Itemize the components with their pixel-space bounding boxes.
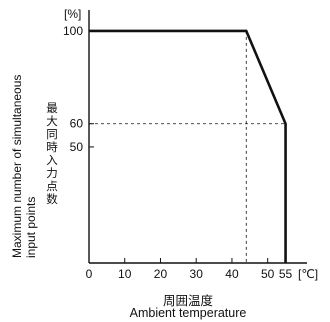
x-tick-label: 10 bbox=[118, 267, 132, 281]
y-tick-label: 100 bbox=[63, 24, 83, 38]
x-tick-label: 40 bbox=[225, 267, 239, 281]
y-tick-label: 60 bbox=[70, 117, 84, 131]
series-layer bbox=[89, 29, 287, 263]
y-axis-label-en-line1: Maximum number of simultaneous bbox=[10, 75, 24, 258]
y-axis-label-ja-char: 数 bbox=[46, 192, 58, 206]
y-axis-label-en-line2: input points bbox=[24, 197, 38, 258]
reference-lines bbox=[89, 30, 286, 263]
tick-labels: 100 60 50 0 10 20 30 40 50 55 bbox=[63, 24, 293, 281]
x-tick-label: 50 bbox=[261, 267, 275, 281]
x-tick-label: 55 bbox=[279, 267, 293, 281]
y-axis-label-ja-char: 力 bbox=[46, 166, 58, 180]
y-axis-label-ja-char: 同 bbox=[46, 127, 58, 141]
y-axis-label-ja-char: 点 bbox=[46, 179, 58, 193]
x-axis-label-en: Ambient temperature bbox=[129, 306, 247, 320]
y-axis-label-ja-char: 大 bbox=[46, 114, 58, 128]
x-unit-label: [℃] bbox=[298, 267, 318, 281]
x-tick-label: 30 bbox=[190, 267, 204, 281]
y-axis-label-ja-char: 最 bbox=[46, 101, 58, 115]
y-axis-label-ja: 最大同時入力点数 bbox=[46, 101, 58, 206]
y-axis-label-ja-char: 入 bbox=[46, 153, 58, 167]
x-axis-label-ja: 周囲温度 bbox=[162, 293, 213, 308]
x-tick-label: 0 bbox=[86, 267, 93, 281]
x-tick-label: 20 bbox=[154, 267, 168, 281]
y-axis-label-ja-char: 時 bbox=[46, 140, 58, 154]
y-unit-label: [%] bbox=[64, 7, 81, 21]
y-tick-label: 50 bbox=[70, 140, 84, 154]
series-line bbox=[89, 29, 287, 263]
axes bbox=[88, 10, 307, 264]
